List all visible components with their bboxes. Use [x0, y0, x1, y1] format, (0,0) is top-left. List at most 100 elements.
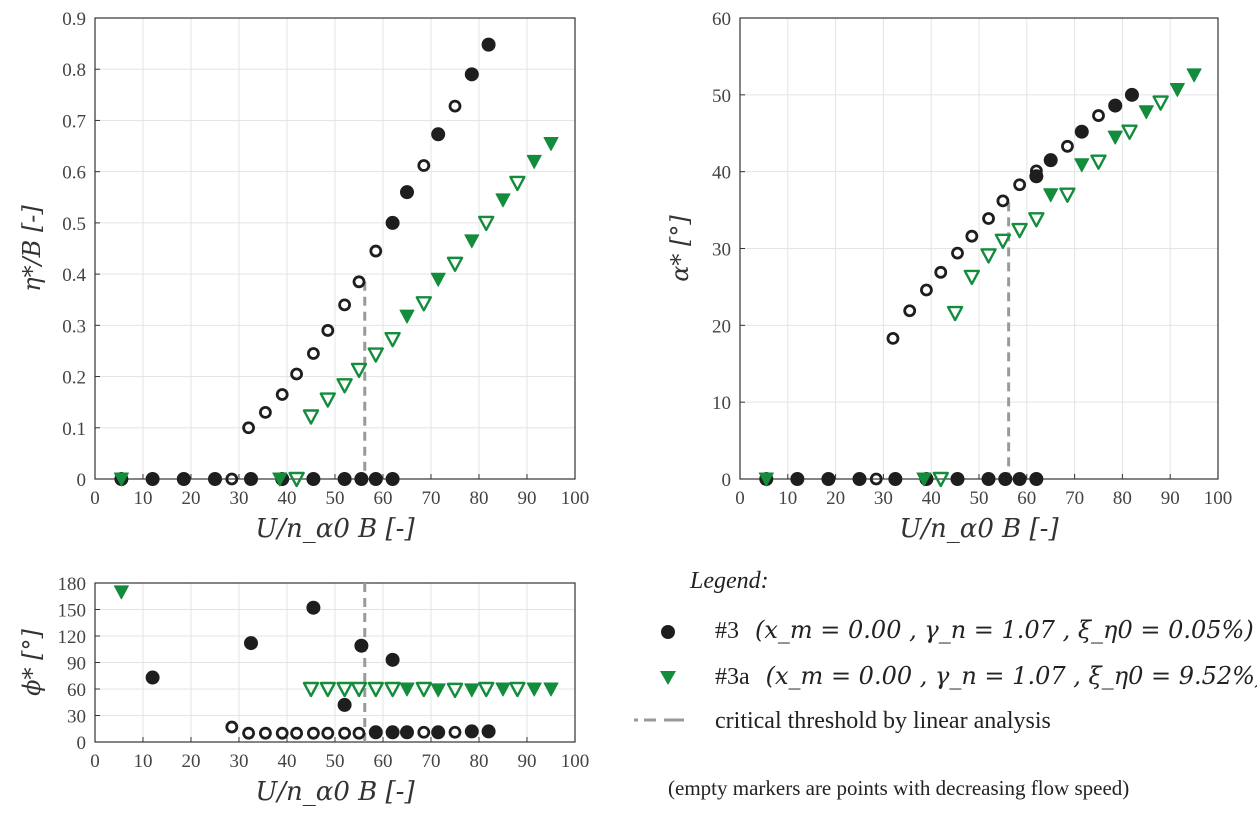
alpha-xtick-label: 70 [1065, 488, 1084, 509]
legend-note: (empty markers are points with decreasin… [668, 776, 1130, 800]
phi-xlabel: U/n_α0 B [-] [255, 777, 415, 807]
phi-point-series2 [446, 682, 464, 699]
alpha-point-series1 [821, 472, 836, 486]
eta-point-series2 [288, 471, 305, 488]
alpha-point-series2 [963, 269, 981, 286]
alpha-xlabel: U/n_α0 B [-] [899, 514, 1059, 544]
phi-point-series2 [509, 681, 526, 698]
eta-point-series1 [176, 472, 191, 486]
eta-point-series1 [306, 347, 320, 360]
phi-point-series1 [321, 726, 335, 740]
eta-point-series2 [399, 309, 415, 324]
alpha-point-series1 [1043, 153, 1058, 168]
eta-xtick-label: 70 [422, 488, 441, 509]
phi-point-series1 [242, 726, 256, 740]
alpha-point-series2 [1107, 130, 1123, 145]
phi-ytick-label: 180 [58, 574, 87, 595]
phi-point-series2 [543, 682, 559, 697]
phi-point-series1 [464, 724, 479, 739]
eta-point-series2 [415, 296, 432, 312]
eta-ytick-label: 0.7 [62, 111, 86, 132]
eta-point-series1 [352, 275, 366, 289]
alpha-point-series1 [965, 229, 979, 243]
eta-xtick-label: 0 [90, 488, 100, 509]
phi-point-series2 [384, 681, 401, 698]
eta-ytick-label: 0.1 [62, 419, 86, 440]
phi-point-series1 [290, 726, 304, 740]
phi-xtick-label: 0 [90, 751, 100, 772]
eta-xtick-label: 30 [230, 488, 249, 509]
eta-ytick-label: 0.2 [62, 368, 86, 389]
eta-point-series2 [113, 472, 129, 487]
phi-xtick-label: 10 [134, 751, 153, 772]
phi-point-series2 [495, 682, 511, 697]
alpha-ytick-label: 50 [712, 86, 731, 107]
phi-point-series2 [113, 585, 129, 600]
alpha-xtick-label: 30 [874, 488, 893, 509]
phi-point-series2 [399, 682, 415, 697]
eta-xtick-label: 10 [134, 488, 153, 509]
legend-marker-series2 [660, 671, 676, 685]
alpha-point-series1 [950, 472, 965, 486]
phi-ytick-label: 0 [77, 733, 87, 754]
eta-ytick-label: 0.5 [62, 214, 86, 235]
phi-xtick-label: 80 [470, 751, 489, 772]
legend-label-series1: #3 [715, 618, 739, 644]
eta-point-series1 [431, 127, 446, 142]
phi-point-series2 [367, 681, 384, 698]
phi-point-series1 [448, 725, 462, 739]
eta-point-series2 [543, 136, 559, 151]
phi-point-series2 [464, 683, 480, 698]
alpha-point-series1 [1074, 124, 1089, 139]
alpha-xtick-label: 0 [735, 488, 745, 509]
alpha-point-series2 [1138, 105, 1154, 120]
phi-ylabel: ϕ* [°] [18, 629, 46, 696]
phi-point-series2 [302, 681, 320, 698]
alpha-point-series1 [888, 472, 903, 486]
alpha-point-series2 [1169, 82, 1185, 97]
alpha-point-series2 [1011, 222, 1028, 239]
eta-xtick-label: 90 [518, 488, 537, 509]
alpha-xtick-label: 20 [826, 488, 845, 509]
phi-point-series1 [225, 720, 239, 734]
alpha-point-series2 [932, 471, 949, 488]
eta-point-series1 [481, 37, 496, 52]
eta-point-series1 [464, 67, 479, 82]
alpha-point-series2 [916, 472, 932, 487]
alpha-point-series1 [869, 472, 883, 486]
alpha-point-series1 [852, 472, 867, 486]
phi-point-series1 [338, 726, 352, 740]
eta-point-series1 [242, 421, 256, 435]
eta-ytick-label: 0.3 [62, 316, 86, 337]
eta-ytick-label: 0 [77, 470, 87, 491]
alpha-point-series2 [1043, 188, 1059, 203]
eta-point-series1 [244, 472, 258, 486]
eta-ytick-label: 0.6 [62, 163, 86, 184]
eta-xtick-label: 20 [182, 488, 201, 509]
alpha-point-series1 [951, 246, 964, 260]
eta-point-series2 [430, 272, 446, 287]
eta-point-series1 [337, 472, 352, 486]
eta-ytick-label: 0.8 [62, 60, 86, 81]
alpha-ytick-label: 0 [722, 470, 732, 491]
eta-point-series1 [306, 472, 321, 486]
phi-xtick-label: 30 [230, 751, 249, 772]
phi-point-series1 [258, 726, 272, 740]
alpha-point-series1 [1092, 109, 1105, 122]
alpha-xtick-label: 40 [922, 488, 941, 509]
alpha-ytick-label: 20 [712, 316, 731, 337]
alpha-point-series2 [1028, 212, 1045, 228]
eta-point-series1 [275, 388, 289, 401]
phi-ytick-label: 30 [67, 707, 86, 728]
alpha-point-series2 [758, 472, 774, 487]
phi-point-series1 [145, 670, 160, 685]
alpha-point-series1 [790, 472, 805, 486]
eta-point-series2 [336, 378, 353, 394]
phi-point-series1 [481, 724, 496, 739]
alpha-xtick-label: 90 [1161, 488, 1180, 509]
alpha-point-series1 [1012, 472, 1027, 486]
alpha-xtick-label: 50 [970, 488, 989, 509]
phi-point-series1 [354, 638, 369, 653]
legend-marker-series1 [661, 625, 675, 639]
